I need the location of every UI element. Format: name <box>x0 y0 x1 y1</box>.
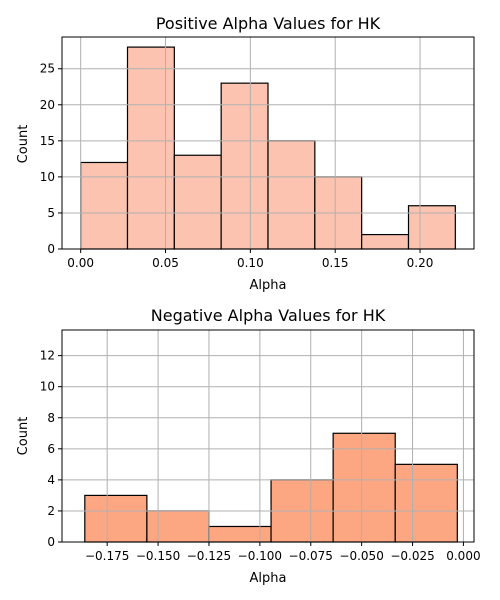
y-tick-label: 6 <box>47 442 55 456</box>
x-tick-label: −0.125 <box>187 549 231 563</box>
plot-frame <box>61 36 475 250</box>
y-tick-label: 20 <box>40 98 55 112</box>
histogram-bar <box>220 82 269 250</box>
histogram-bar <box>84 494 148 543</box>
x-tick-label: −0.100 <box>238 549 282 563</box>
histogram-bar <box>394 463 458 543</box>
y-tick-label: 2 <box>47 504 55 518</box>
x-tick-label: 0.20 <box>407 256 434 270</box>
y-tick-label: 4 <box>47 473 55 487</box>
histogram-bar <box>361 233 410 250</box>
y-tick-label: 15 <box>40 134 55 148</box>
histogram-bar <box>332 432 396 543</box>
y-tick-label: 25 <box>40 62 55 76</box>
x-tick-label: −0.150 <box>136 549 180 563</box>
positive-alpha-histogram: Positive Alpha Values for HK Alpha Count… <box>16 14 475 293</box>
y-tick-label: 10 <box>40 170 55 184</box>
histogram-bar <box>80 161 129 250</box>
y-axis-label: Count <box>16 417 31 456</box>
histogram-bar <box>407 205 456 250</box>
y-axis-label: Count <box>16 125 31 164</box>
plot-frame <box>61 329 475 543</box>
x-tick-label: 0.15 <box>322 256 349 270</box>
histogram-bar <box>173 154 222 250</box>
x-tick-label: −0.075 <box>289 549 333 563</box>
histogram-bar <box>146 510 210 543</box>
x-tick-label: −0.025 <box>390 549 434 563</box>
histogram-bar <box>267 140 316 250</box>
chart-title: Negative Alpha Values for HK <box>151 306 386 325</box>
y-tick-label: 0 <box>47 242 55 256</box>
y-tick-label: 10 <box>40 380 55 394</box>
x-tick-label: 0.05 <box>152 256 179 270</box>
y-tick-label: 0 <box>47 535 55 549</box>
histogram-bar <box>126 46 175 250</box>
x-tick-label: 0.10 <box>237 256 264 270</box>
y-tick-label: 12 <box>40 349 55 363</box>
chart-title: Positive Alpha Values for HK <box>156 14 381 33</box>
y-tick-label: 5 <box>47 206 55 220</box>
y-tick-label: 8 <box>47 411 55 425</box>
x-tick-label: 0.000 <box>446 549 480 563</box>
x-tick-label: −0.175 <box>85 549 129 563</box>
x-axis-label: Alpha <box>250 571 287 586</box>
histogram-bar <box>208 525 272 543</box>
x-tick-label: 0.00 <box>67 256 94 270</box>
x-axis-label: Alpha <box>250 278 287 293</box>
negative-alpha-histogram: Negative Alpha Values for HK Alpha Count… <box>16 306 481 586</box>
x-tick-label: −0.050 <box>339 549 383 563</box>
